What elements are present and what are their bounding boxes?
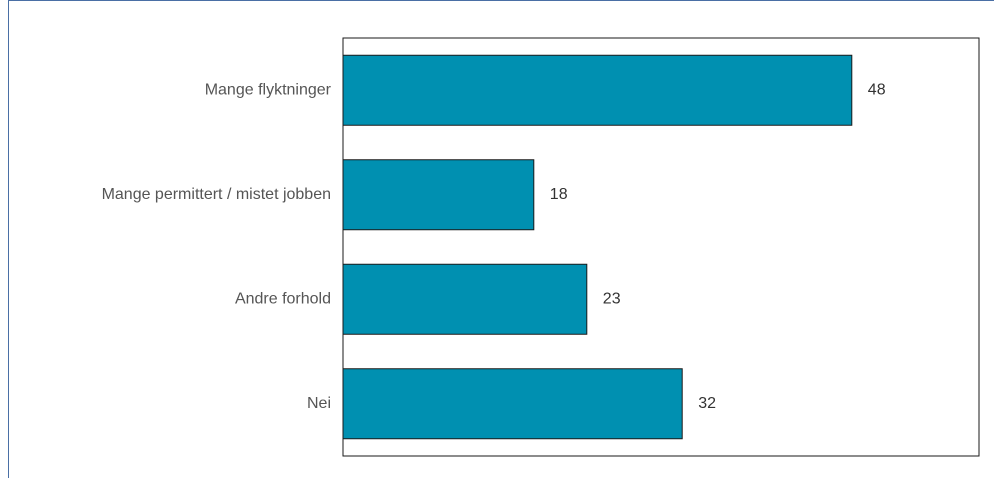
bar-2 <box>342 263 588 335</box>
bar-3 <box>342 368 683 440</box>
value-label: 23 <box>603 290 621 307</box>
value-label: 32 <box>698 395 716 412</box>
value-label: 18 <box>550 186 568 203</box>
frame-left-border <box>8 0 9 478</box>
bar-1 <box>342 159 535 231</box>
value-labels: 48 18 23 32 <box>550 81 886 412</box>
plot-area <box>342 37 980 457</box>
category-label: Mange flyktninger <box>205 81 332 98</box>
frame-top-border <box>8 0 994 1</box>
category-label: Andre forhold <box>235 290 331 307</box>
category-label: Nei <box>307 395 331 412</box>
category-label: Mange permittert / mistet jobben <box>102 186 331 203</box>
bar-0 <box>342 54 853 126</box>
value-label: 48 <box>868 81 886 98</box>
category-labels: Mange flyktninger Mange permittert / mist… <box>102 81 332 412</box>
bars-group <box>342 54 853 440</box>
